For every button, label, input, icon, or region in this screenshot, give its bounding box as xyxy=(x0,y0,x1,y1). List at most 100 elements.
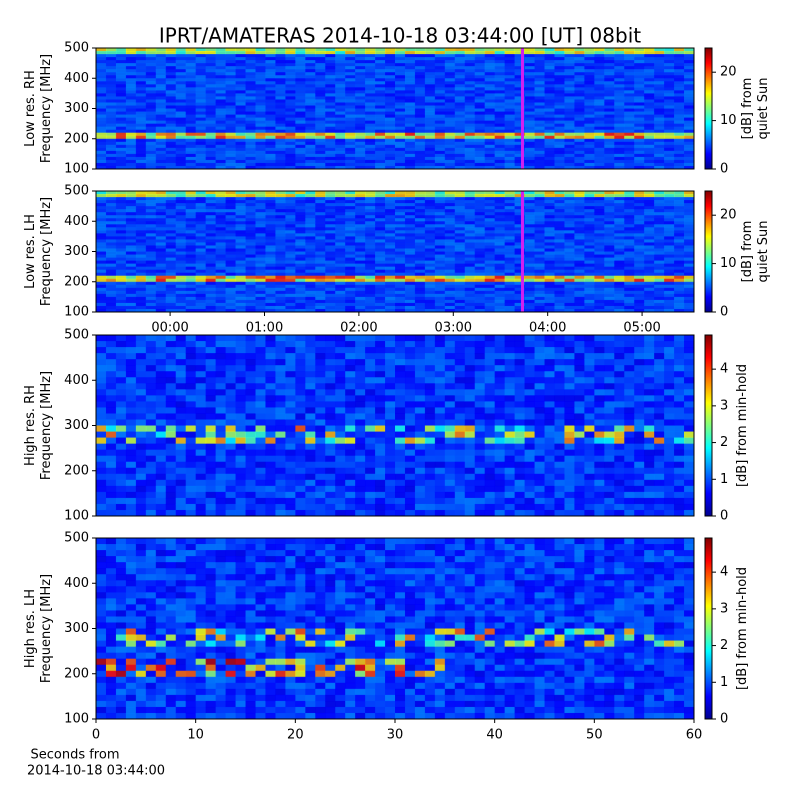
texture-cell xyxy=(444,81,456,85)
texture-cell xyxy=(295,239,306,243)
texture-cell xyxy=(664,233,675,237)
texture-cell xyxy=(225,60,237,64)
texture-cell xyxy=(614,84,625,88)
texture-cell xyxy=(674,48,685,52)
texture-cell xyxy=(664,263,675,268)
texture-cell xyxy=(105,75,117,79)
texture-cell xyxy=(654,63,665,67)
texture-cell xyxy=(494,212,506,216)
texture-cell xyxy=(355,165,366,170)
texture-cell xyxy=(125,120,137,125)
texture-cell xyxy=(414,165,426,170)
texture-cell xyxy=(385,153,396,158)
texture-cell xyxy=(604,236,615,240)
texture-cell xyxy=(484,302,496,307)
texture-cell xyxy=(604,248,615,252)
texture-cell xyxy=(554,99,565,103)
texture-cell xyxy=(365,245,376,249)
texture-cell xyxy=(444,245,456,249)
texture-cell xyxy=(275,293,286,298)
texture-cell xyxy=(554,254,565,259)
texture-cell xyxy=(644,63,655,67)
texture-cell xyxy=(604,66,615,70)
texture-cell xyxy=(554,299,565,304)
texture-cell xyxy=(135,287,147,292)
texture-cell xyxy=(225,239,237,243)
texture-cell xyxy=(434,308,446,313)
texture-cell xyxy=(155,197,167,201)
texture-cell xyxy=(185,114,197,119)
texture-cell xyxy=(215,99,227,103)
texture-cell xyxy=(614,150,625,155)
texture-cell xyxy=(524,150,536,155)
texture-cell xyxy=(395,102,406,106)
texture-cell xyxy=(564,165,575,170)
texture-cell xyxy=(305,147,316,152)
texture-cell xyxy=(674,227,685,231)
texture-cell xyxy=(375,278,386,283)
texture-cell xyxy=(225,305,237,310)
texture-cell xyxy=(624,87,635,91)
texture-cell xyxy=(584,54,595,58)
texture-cell xyxy=(514,120,526,125)
texture-cell xyxy=(135,215,147,219)
texture-cell xyxy=(155,75,167,79)
texture-cell xyxy=(285,278,296,283)
texture-cell xyxy=(424,78,436,82)
texture-cell xyxy=(684,248,695,252)
texture-cell xyxy=(285,162,296,167)
texture-cell xyxy=(245,248,256,252)
texture-cell xyxy=(594,99,605,103)
texture-cell xyxy=(335,108,346,113)
texture-cell xyxy=(494,293,506,298)
texture-cell xyxy=(265,48,276,52)
texture-cell xyxy=(454,242,466,246)
texture-cell xyxy=(215,230,227,234)
texture-cell xyxy=(504,51,516,55)
texture-cell xyxy=(544,215,555,219)
texture-cell xyxy=(614,200,625,204)
texture-cell xyxy=(634,272,645,277)
texture-cell xyxy=(564,48,575,52)
texture-cell xyxy=(674,60,685,64)
texture-cell xyxy=(305,281,316,286)
texture-cell xyxy=(335,221,346,225)
texture-cell xyxy=(494,60,506,64)
texture-cell xyxy=(644,197,655,201)
texture-cell xyxy=(295,290,306,295)
texture-cell xyxy=(624,108,635,113)
texture-cell xyxy=(574,120,585,125)
texture-cell xyxy=(434,63,446,67)
texture-cell xyxy=(424,99,436,103)
texture-cell xyxy=(225,191,237,195)
texture-cell xyxy=(514,147,526,152)
texture-cell xyxy=(305,227,316,231)
texture-cell xyxy=(275,90,286,94)
texture-cell xyxy=(504,212,516,216)
texture-cell xyxy=(504,221,516,225)
texture-cell xyxy=(564,194,575,198)
texture-cell xyxy=(684,96,695,100)
texture-cell xyxy=(594,63,605,67)
texture-cell xyxy=(225,144,237,149)
texture-cell xyxy=(96,117,107,122)
texture-cell xyxy=(544,257,555,262)
texture-cell xyxy=(375,129,386,134)
texture-cell xyxy=(165,230,177,234)
texture-cell xyxy=(265,191,276,195)
texture-cell xyxy=(385,105,396,109)
texture-cell xyxy=(434,278,446,283)
texture-cell xyxy=(225,96,237,100)
texture-cell xyxy=(96,165,107,170)
texture-cell xyxy=(524,305,536,310)
texture-cell xyxy=(175,263,187,268)
texture-cell xyxy=(494,99,506,103)
texture-cell xyxy=(105,150,117,155)
texture-cell xyxy=(644,308,655,313)
texture-cell xyxy=(454,108,466,113)
texture-cell xyxy=(634,150,645,155)
texture-cell xyxy=(414,78,426,82)
texture-cell xyxy=(644,242,655,246)
texture-cell xyxy=(215,251,227,256)
texture-cell xyxy=(594,260,605,265)
